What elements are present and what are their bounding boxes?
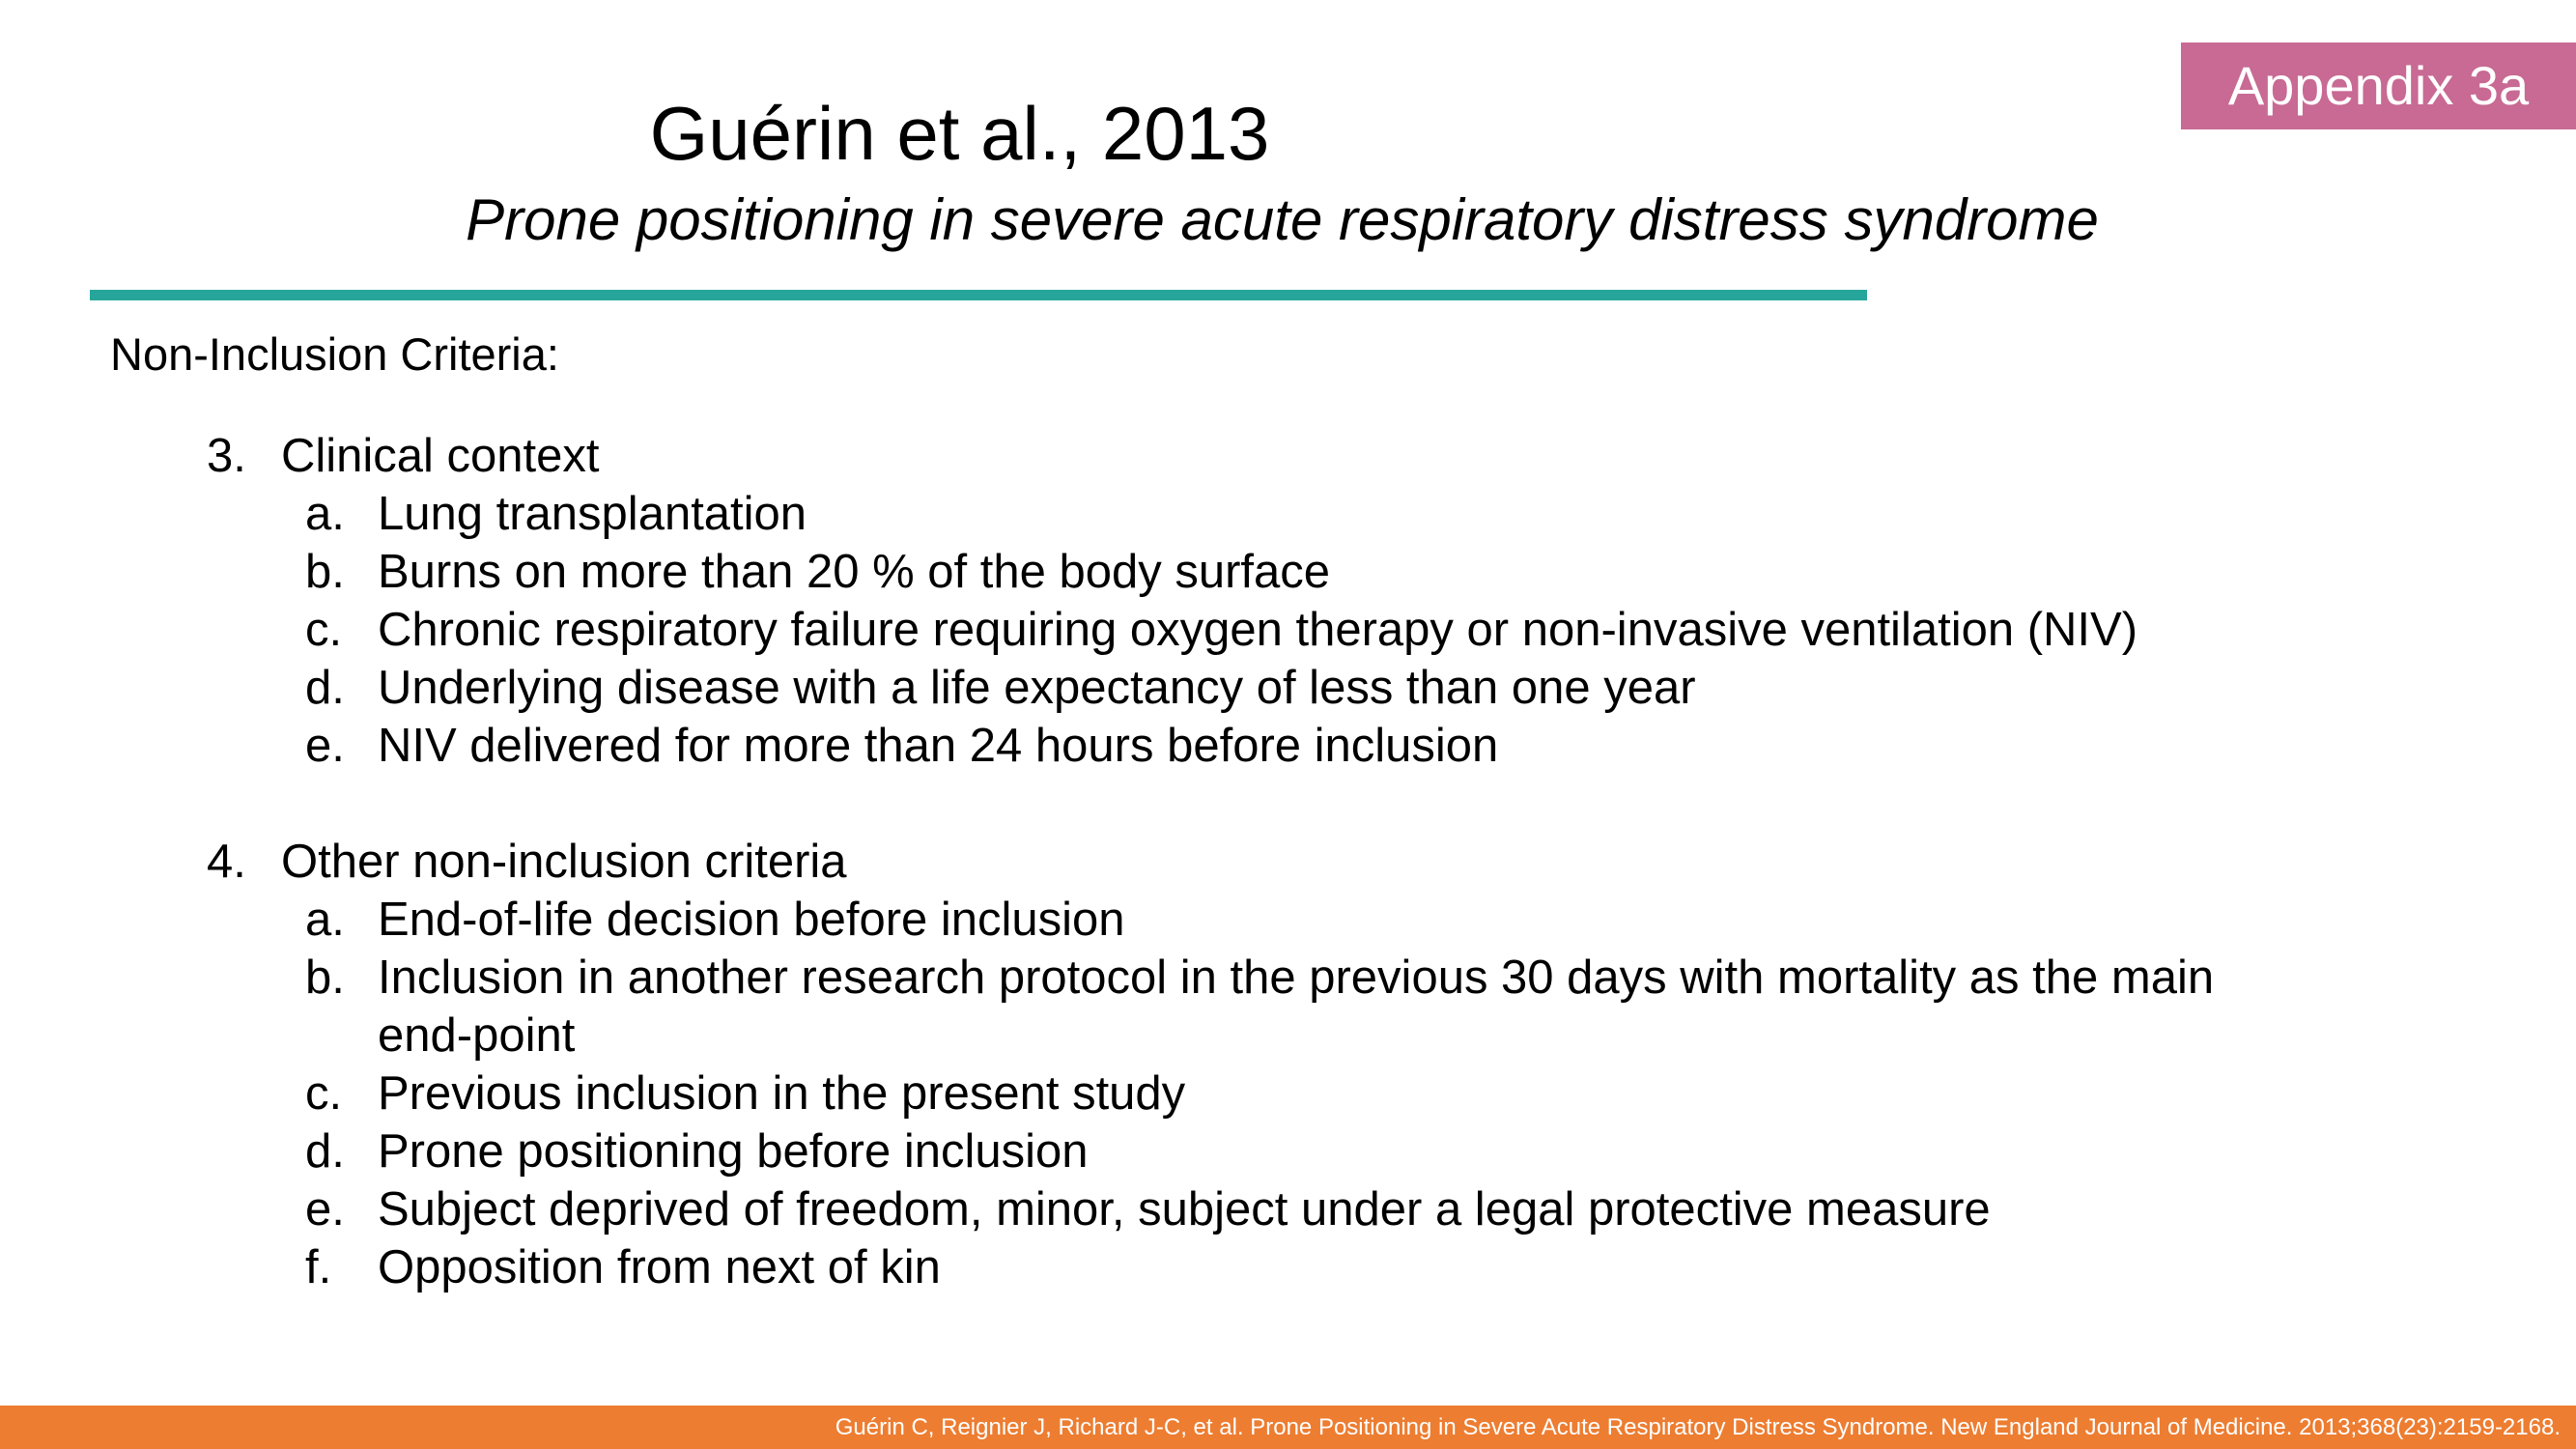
- item-letter: a.: [305, 488, 345, 540]
- list-item: e. Subject deprived of freedom, minor, s…: [0, 1180, 2576, 1238]
- list-item: d. Prone positioning before inclusion: [0, 1122, 2576, 1180]
- item-text: Inclusion in another research protocol i…: [378, 952, 2215, 1004]
- item-text: End-of-life decision before inclusion: [378, 894, 1125, 946]
- item-text: Opposition from next of kin: [378, 1241, 941, 1293]
- group-label: Other non-inclusion criteria: [281, 836, 847, 888]
- list-item: f. Opposition from next of kin: [0, 1238, 2576, 1296]
- item-text: Burns on more than 20 % of the body surf…: [378, 546, 1331, 598]
- list-item-continuation: end-point: [0, 1007, 2576, 1065]
- item-letter: d.: [305, 662, 345, 714]
- item-text: NIV delivered for more than 24 hours bef…: [378, 720, 1499, 772]
- item-letter: c.: [305, 1067, 343, 1120]
- citation-text: Guérin C, Reignier J, Richard J-C, et al…: [835, 1414, 2561, 1440]
- section-heading: Non-Inclusion Criteria:: [110, 328, 559, 380]
- item-letter: b.: [305, 546, 345, 598]
- slide-subtitle: Prone positioning in severe acute respir…: [466, 187, 2099, 252]
- item-text-continuation: end-point: [378, 1009, 576, 1062]
- list-item: a. End-of-life decision before inclusion: [0, 891, 2576, 949]
- group-number: 3.: [207, 430, 246, 482]
- list-item: a. Lung transplantation: [0, 485, 2576, 543]
- item-text: Underlying disease with a life expectanc…: [378, 662, 1696, 714]
- list-item: c. Chronic respiratory failure requiring…: [0, 601, 2576, 659]
- slide-title: Guérin et al., 2013: [649, 91, 1270, 176]
- item-letter: b.: [305, 952, 345, 1004]
- item-letter: e.: [305, 720, 345, 772]
- group-header: 4. Other non-inclusion criteria: [0, 833, 2576, 891]
- item-text: Chronic respiratory failure requiring ox…: [378, 604, 2138, 656]
- item-text: Prone positioning before inclusion: [378, 1125, 1089, 1178]
- group-header: 3. Clinical context: [0, 427, 2576, 485]
- criteria-group-clinical-context: 3. Clinical context a. Lung transplantat…: [0, 427, 2576, 775]
- list-item: c. Previous inclusion in the present stu…: [0, 1065, 2576, 1122]
- item-letter: d.: [305, 1125, 345, 1178]
- item-letter: e.: [305, 1183, 345, 1236]
- group-number: 4.: [207, 836, 246, 888]
- item-text: Subject deprived of freedom, minor, subj…: [378, 1183, 1991, 1236]
- list-item: e. NIV delivered for more than 24 hours …: [0, 717, 2576, 775]
- title-divider: [90, 290, 1867, 300]
- list-item: d. Underlying disease with a life expect…: [0, 659, 2576, 717]
- list-item: b. Burns on more than 20 % of the body s…: [0, 543, 2576, 601]
- item-letter: a.: [305, 894, 345, 946]
- item-text: Previous inclusion in the present study: [378, 1067, 1186, 1120]
- list-item: b. Inclusion in another research protoco…: [0, 949, 2576, 1007]
- item-letter: f.: [305, 1241, 332, 1293]
- citation-footer: Guérin C, Reignier J, Richard J-C, et al…: [0, 1406, 2576, 1449]
- item-letter: c.: [305, 604, 343, 656]
- criteria-group-other: 4. Other non-inclusion criteria a. End-o…: [0, 833, 2576, 1296]
- appendix-badge: Appendix 3a: [2181, 43, 2576, 129]
- item-text: Lung transplantation: [378, 488, 807, 540]
- group-label: Clinical context: [281, 430, 600, 482]
